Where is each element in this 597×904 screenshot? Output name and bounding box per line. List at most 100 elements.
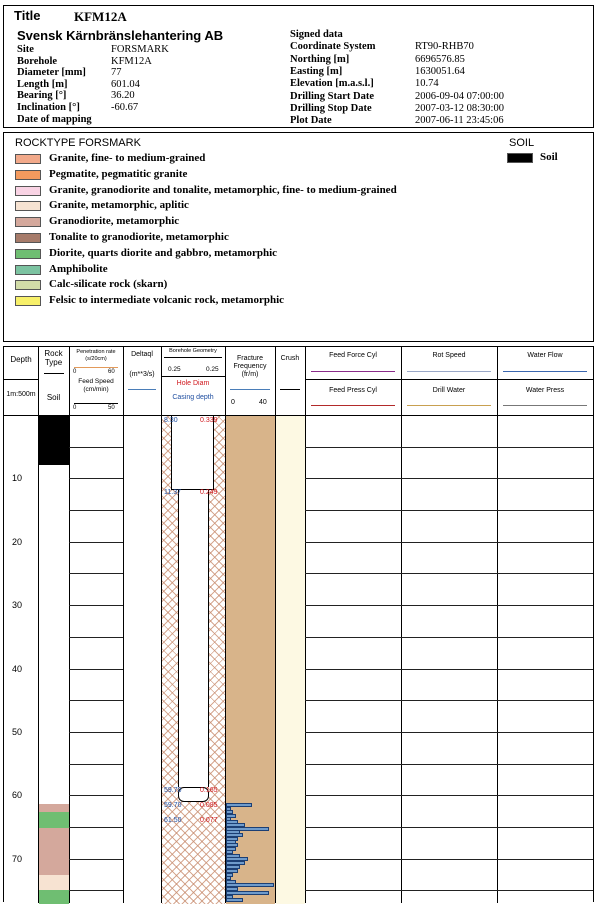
grid-line <box>69 446 123 448</box>
hole-transition <box>178 787 209 803</box>
column-divider <box>161 347 162 903</box>
fracture-bar <box>226 850 234 855</box>
header-field-label: Easting [m] <box>290 65 343 77</box>
geometry-rule <box>164 357 222 358</box>
legend-swatch <box>15 185 41 196</box>
rocktype-soil-label: Soil <box>46 393 61 402</box>
grid-line <box>69 478 123 480</box>
legend-label: Felsic to intermediate volcanic rock, me… <box>49 294 285 307</box>
fracture-bar <box>226 872 234 877</box>
rock-interval <box>39 890 69 904</box>
fracture-bar <box>226 864 241 869</box>
grid-line <box>69 858 123 860</box>
rock-interval <box>39 464 69 804</box>
fracture-bar <box>226 897 243 902</box>
header-field-value: 77 <box>111 67 122 79</box>
depth-tick-label: 20 <box>12 536 23 547</box>
grid-line <box>305 605 593 607</box>
grid-line <box>69 731 123 733</box>
fracture-max: 40 <box>259 399 267 406</box>
deltaq-unit: (m**3/s) <box>129 371 155 378</box>
feed-speed-min: 0 <box>73 405 77 411</box>
grid-line <box>305 890 593 892</box>
casing-depth-value: 61.50 <box>164 817 182 825</box>
grid-line <box>305 763 593 765</box>
header-field-label: Length [m] <box>17 78 68 90</box>
rocktype-header-rule <box>44 373 64 374</box>
legend-label: Diorite, quarts diorite and gabbro, meta… <box>49 246 278 259</box>
grid-line <box>69 700 123 702</box>
grid-line <box>69 541 123 543</box>
company-name: Svensk Kärnbränslehantering AB <box>17 28 224 43</box>
column-divider <box>123 347 124 903</box>
rock-interval <box>39 827 69 876</box>
header-field-value: -60.67 <box>111 102 139 113</box>
series-rule <box>407 405 491 406</box>
penetration-max: 60 <box>108 369 115 375</box>
depth-tick-label: 60 <box>12 790 23 801</box>
rot-speed-subtitle: Drill Water <box>432 387 466 394</box>
grid-line <box>69 826 123 828</box>
fracture-bar <box>226 883 274 888</box>
legend-swatch <box>15 280 41 291</box>
header-field-value: 1630051.64 <box>415 65 465 77</box>
casing-depth-title: Casing depth <box>172 394 214 401</box>
feed-force-title: Feed Force Cyl <box>329 352 377 359</box>
hole-diameter-value: 0.077 <box>200 817 218 825</box>
grid-line <box>305 541 593 543</box>
legend-label: Granite, fine- to medium-grained <box>49 152 206 164</box>
header-row-divider <box>4 379 38 380</box>
fracture-rule <box>230 389 270 390</box>
geometry-left-value: 0.25 <box>168 366 181 373</box>
title-value: KFM12A <box>74 9 127 24</box>
penetration-rule <box>74 367 118 368</box>
header-field-label: Borehole <box>17 55 58 67</box>
fracture-bar <box>226 857 248 862</box>
soil-legend-label: Soil <box>540 151 558 163</box>
legend-label: Tonalite to granodiorite, metamorphic <box>49 231 229 243</box>
grid-line <box>305 478 593 480</box>
header-field-label: Elevation [m.a.s.l.] <box>290 78 374 90</box>
header-panel: Title KFM12A Svensk Kärnbränslehantering… <box>3 5 594 128</box>
legend-label: Granite, metamorphic, aplitic <box>49 199 189 212</box>
fracture-bar <box>226 826 270 831</box>
grid-line <box>69 605 123 607</box>
header-field-label: Drilling Stop Date <box>290 102 372 114</box>
grid-line <box>305 700 593 702</box>
header-field-label: Bearing [°] <box>17 90 67 102</box>
water-flow-subtitle: Water Press <box>525 387 565 394</box>
grid-line <box>69 763 123 765</box>
legend-swatch <box>15 169 41 180</box>
header-field-label: Signed data <box>290 29 343 40</box>
grid-line <box>69 668 123 670</box>
header-field-label: Northing [m] <box>290 53 350 65</box>
header-field-value: FORSMARK <box>111 44 169 55</box>
header-field-value: 2007-06-11 23:45:06 <box>415 115 504 127</box>
header-field-value: KFM12A <box>111 55 152 67</box>
series-rule <box>407 371 491 372</box>
legend-swatch <box>15 201 41 212</box>
grid-line <box>69 510 123 512</box>
open-hole-section <box>178 490 209 787</box>
column-divider <box>305 347 306 903</box>
series-rule <box>311 371 395 372</box>
depth-tick-label: 70 <box>12 853 23 864</box>
depth-scale: 1m:500m <box>6 391 36 398</box>
header-field-label: Date of mapping <box>17 113 92 125</box>
grid-line <box>69 795 123 797</box>
crush-rule <box>280 389 300 390</box>
column-divider <box>275 347 276 903</box>
grid-line <box>305 731 593 733</box>
casing-section <box>171 416 214 491</box>
column-divider <box>225 347 226 903</box>
legend-label: Amphibolite <box>49 262 108 275</box>
fracture-bar <box>226 887 238 892</box>
rot-speed-title: Rot Speed <box>432 352 466 359</box>
legend-label: Granite, granodiorite and tonalite, meta… <box>49 183 397 196</box>
header-field-label: Plot Date <box>290 115 332 127</box>
grid-line <box>305 446 593 448</box>
deltaq-rule <box>128 389 156 390</box>
grid-line <box>69 636 123 638</box>
header-field-value: 6696576.85 <box>415 53 465 65</box>
legend-swatch <box>15 217 41 228</box>
